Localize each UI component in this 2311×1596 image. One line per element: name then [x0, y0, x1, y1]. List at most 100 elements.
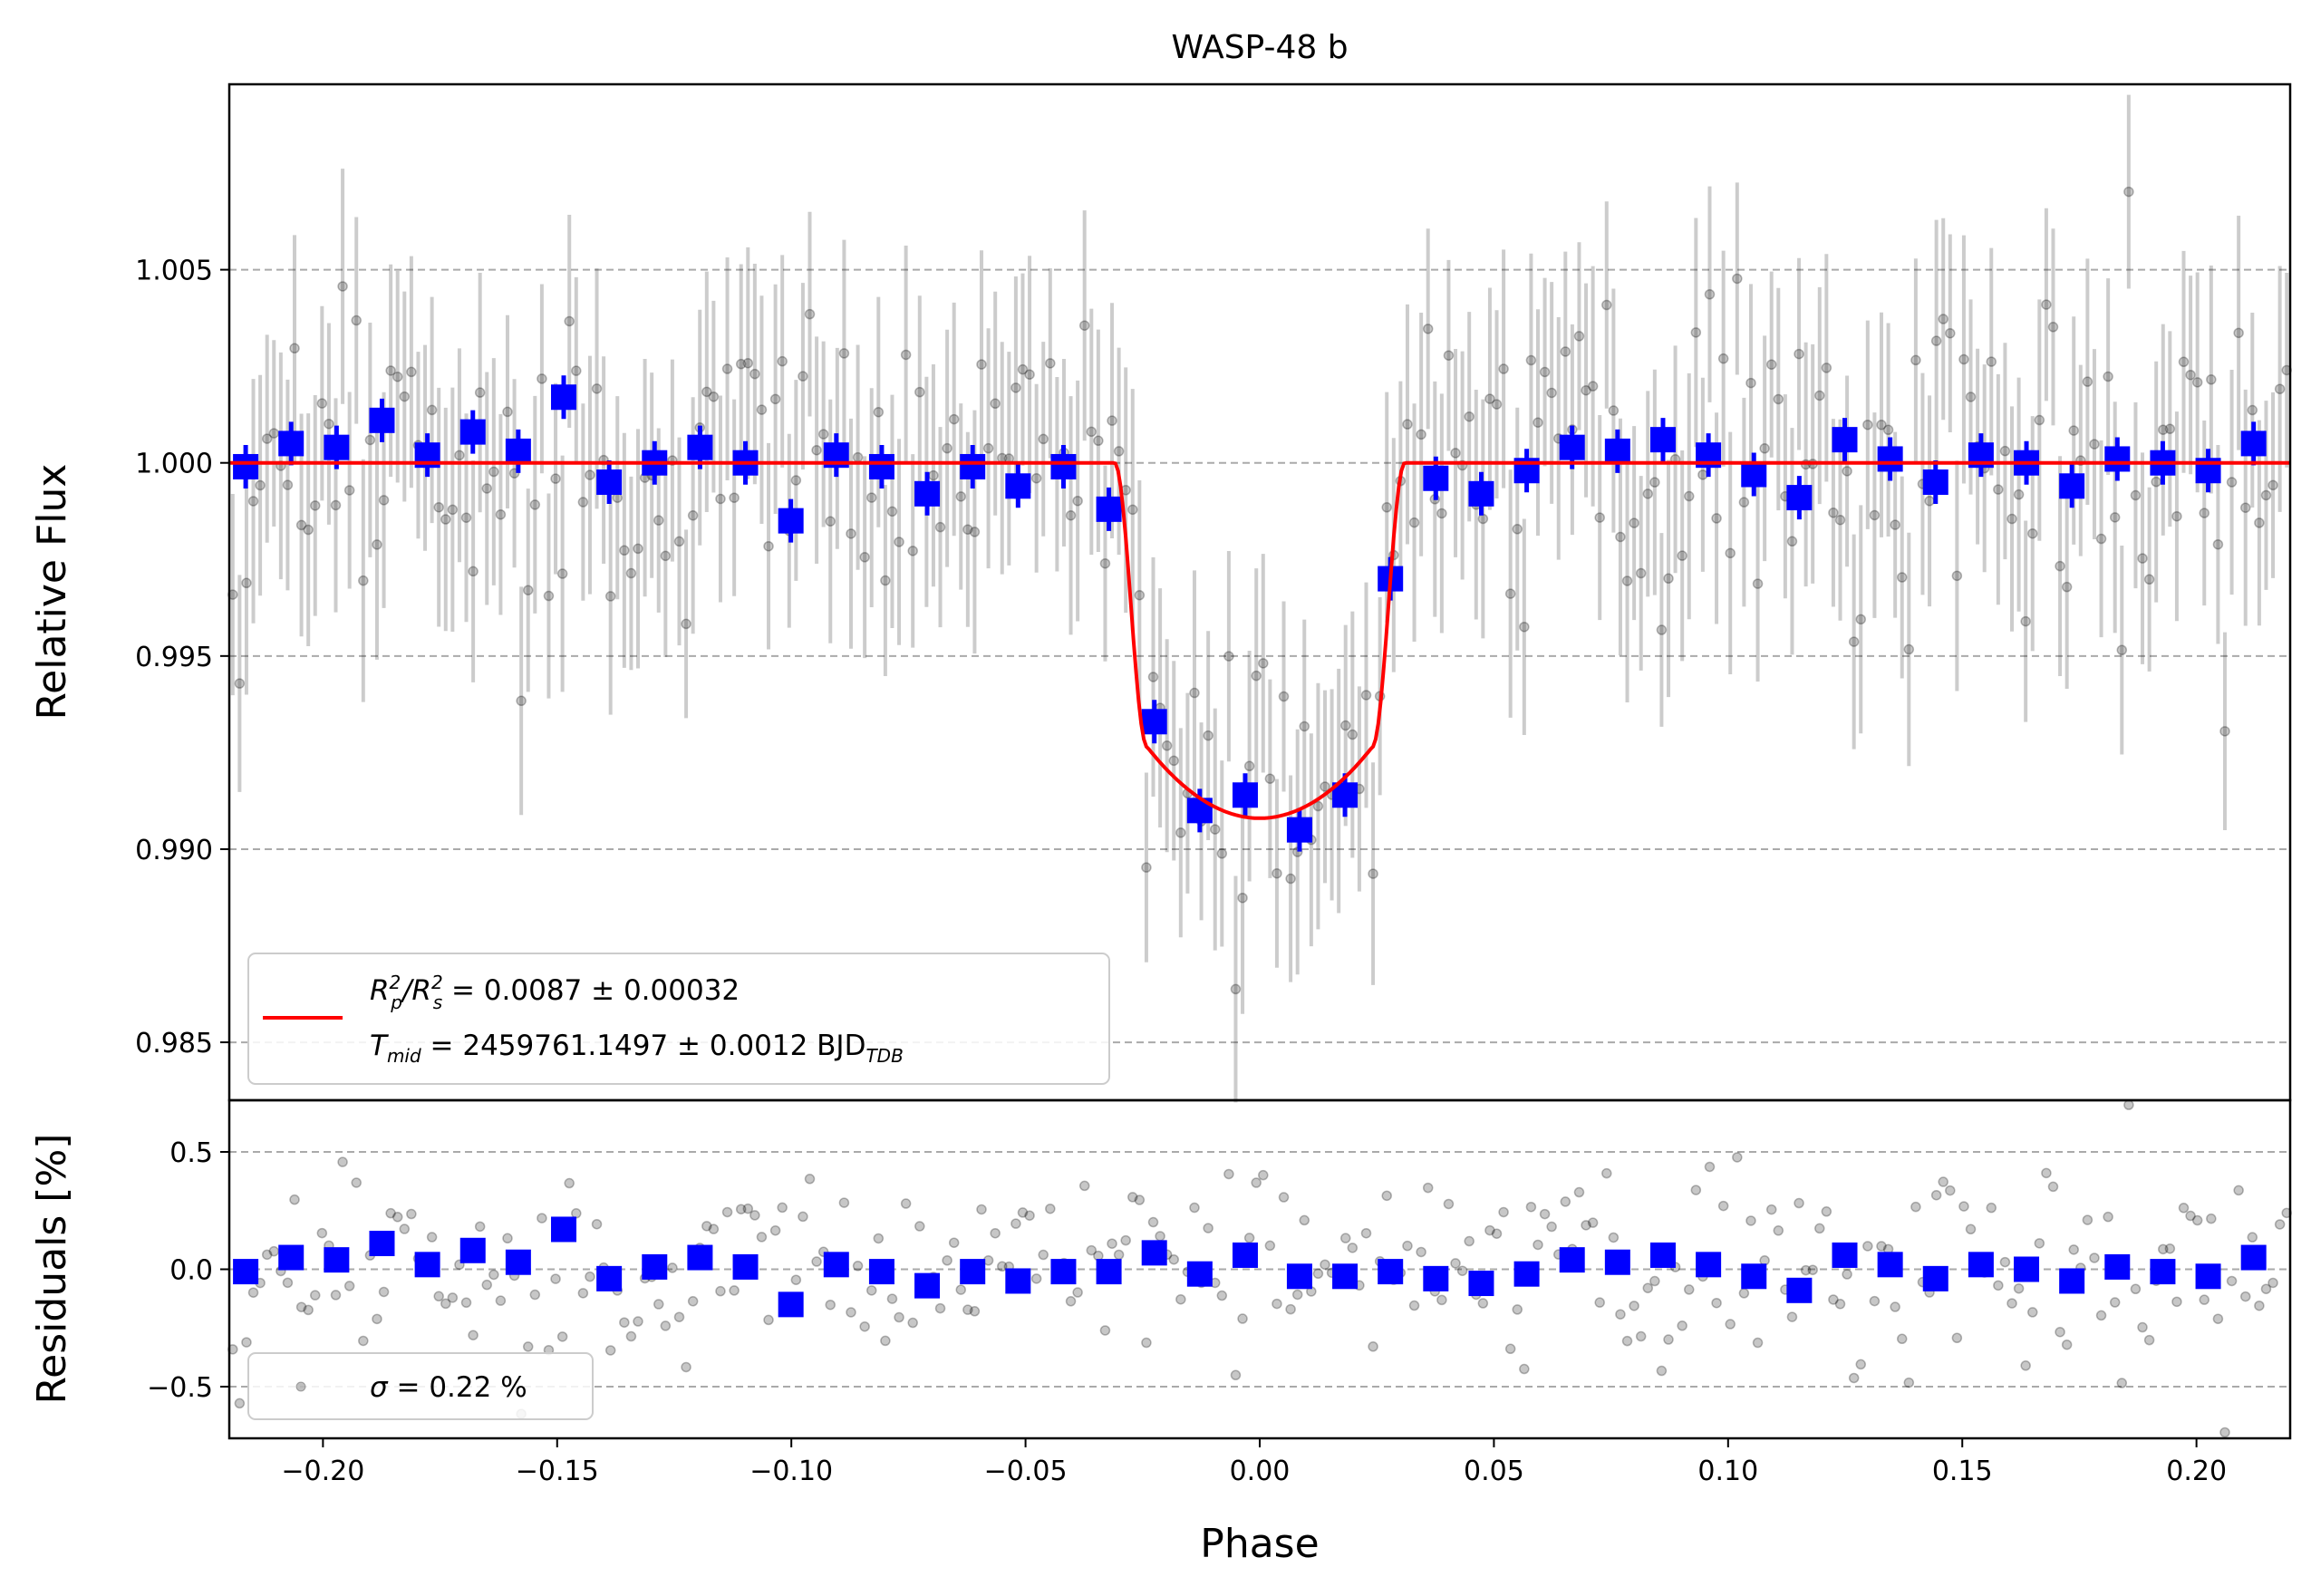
raw-residual — [2020, 1360, 2031, 1371]
binned-residual — [414, 1252, 440, 1278]
raw-residual — [247, 1287, 259, 1298]
raw-residual — [604, 1345, 616, 1356]
raw-residual — [769, 1224, 781, 1236]
raw-residual — [1800, 1264, 1812, 1276]
raw-residual — [378, 1286, 390, 1298]
raw-point — [460, 512, 472, 523]
raw-point — [811, 444, 822, 456]
raw-point — [1910, 354, 1921, 366]
raw-point — [1030, 472, 1042, 484]
raw-residual — [591, 1218, 603, 1230]
raw-residual — [1127, 1192, 1138, 1203]
raw-residual — [351, 1177, 362, 1188]
raw-point — [1938, 314, 1948, 324]
binned-residual — [732, 1253, 759, 1280]
raw-residual — [1504, 1343, 1516, 1355]
raw-point — [1416, 429, 1426, 440]
raw-point — [2095, 533, 2107, 545]
raw-point — [502, 406, 513, 418]
raw-residual — [2254, 1300, 2265, 1311]
raw-residual — [942, 1255, 952, 1266]
raw-residual — [1045, 1203, 1056, 1214]
binned-point — [960, 453, 986, 479]
raw-residual — [1113, 1249, 1125, 1261]
raw-residual — [1581, 1220, 1591, 1231]
binned-point — [324, 434, 350, 460]
raw-residual — [1168, 1253, 1179, 1265]
raw-residual — [1272, 1298, 1282, 1310]
raw-residual — [241, 1337, 252, 1348]
raw-residual — [330, 1290, 342, 1301]
binned-residual — [1696, 1252, 1722, 1278]
x-tick-label: 0.20 — [2166, 1456, 2227, 1487]
raw-residual — [310, 1290, 321, 1301]
raw-point — [1677, 550, 1687, 561]
raw-point — [255, 479, 266, 491]
raw-residual — [282, 1277, 294, 1289]
binned-point — [2104, 446, 2131, 472]
raw-point — [1127, 504, 1138, 516]
raw-point — [880, 575, 891, 586]
binned-residual — [1649, 1242, 1676, 1268]
raw-residual — [1086, 1244, 1097, 1256]
raw-point — [1477, 513, 1489, 525]
raw-point — [591, 383, 603, 394]
raw-point — [454, 450, 465, 461]
raw-residual — [1498, 1206, 1509, 1218]
binned-residual — [324, 1247, 350, 1273]
top-y-tick-label: 0.985 — [135, 1028, 213, 1059]
raw-residual — [474, 1221, 486, 1233]
transit-model-line — [229, 460, 2290, 820]
binned-point — [1468, 480, 1494, 507]
binned-residual — [596, 1265, 623, 1291]
raw-residual — [1450, 1258, 1461, 1269]
raw-residual — [1320, 1259, 1330, 1271]
binned-residual — [1232, 1242, 1258, 1268]
raw-residual — [997, 1261, 1008, 1272]
raw-residual — [715, 1285, 726, 1297]
raw-point — [426, 404, 438, 416]
raw-point — [447, 504, 459, 516]
binned-point — [369, 407, 395, 433]
raw-point — [907, 546, 918, 556]
raw-point — [914, 386, 925, 398]
raw-residual — [838, 1197, 850, 1208]
raw-point — [537, 373, 547, 384]
x-tick-label: 0.10 — [1697, 1456, 1758, 1487]
raw-point — [358, 575, 369, 586]
binned-residual — [2195, 1263, 2221, 1290]
raw-point — [234, 678, 246, 689]
raw-point — [1924, 496, 1935, 507]
raw-point — [1450, 448, 1461, 459]
raw-residual — [777, 1202, 788, 1214]
raw-residual — [962, 1304, 973, 1315]
top-grid — [229, 268, 2290, 1044]
raw-point — [2206, 374, 2217, 385]
raw-point — [261, 433, 273, 444]
raw-point — [687, 510, 699, 521]
raw-residual — [2171, 1296, 2182, 1308]
raw-residual — [1546, 1221, 1557, 1233]
raw-point — [1725, 547, 1736, 559]
binned-residual — [1050, 1259, 1077, 1285]
raw-point — [303, 524, 314, 536]
raw-residual — [1216, 1290, 1228, 1301]
raw-point — [948, 413, 960, 425]
raw-residual — [1038, 1249, 1049, 1261]
binned-residual — [1877, 1252, 1903, 1278]
binned-residual — [1513, 1261, 1540, 1287]
binned-residual — [642, 1253, 668, 1280]
raw-point — [798, 371, 808, 382]
raw-residual — [289, 1194, 300, 1205]
raw-residual — [667, 1262, 678, 1273]
raw-point — [2041, 299, 2052, 310]
raw-residual — [261, 1249, 273, 1261]
raw-residual — [2034, 1238, 2045, 1249]
raw-residual — [1107, 1238, 1117, 1249]
raw-point — [1951, 570, 1963, 582]
raw-residual — [1869, 1295, 1881, 1307]
raw-point — [1821, 363, 1832, 373]
raw-residual — [2274, 1219, 2286, 1230]
raw-residual — [2082, 1214, 2093, 1225]
raw-point — [2089, 439, 2100, 450]
